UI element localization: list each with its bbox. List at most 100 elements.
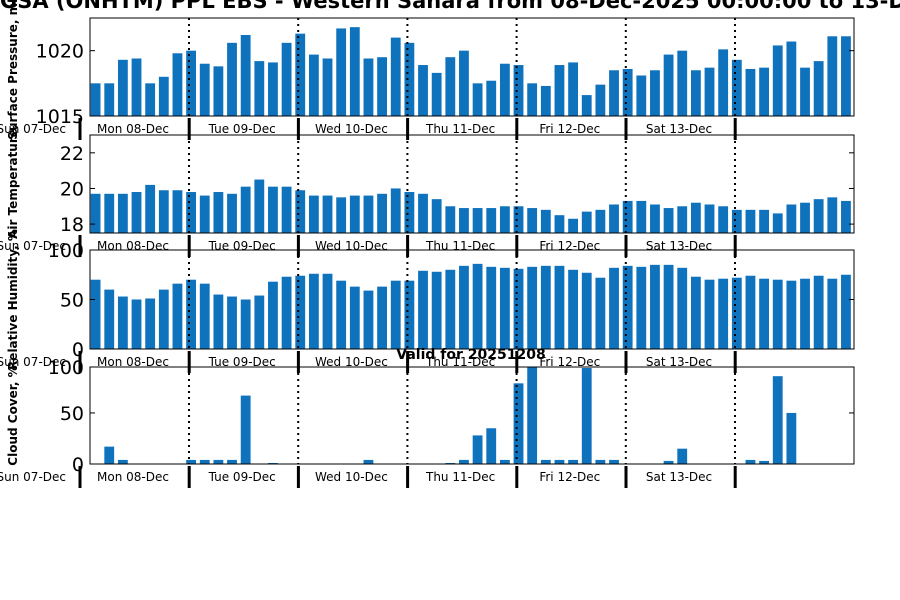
bar bbox=[690, 276, 701, 349]
x-tick-label: Mon 08-Dec bbox=[97, 122, 169, 136]
x-tick-label: Sun 07-Dec bbox=[0, 470, 66, 484]
bar bbox=[104, 446, 115, 464]
bar bbox=[609, 204, 619, 233]
bar bbox=[636, 266, 647, 349]
bar bbox=[131, 192, 142, 233]
bar bbox=[363, 195, 374, 233]
bar bbox=[499, 206, 510, 233]
bar bbox=[690, 202, 701, 233]
bar bbox=[745, 459, 756, 464]
bar bbox=[227, 42, 237, 116]
x-tick-label: Thu 11-Dec bbox=[425, 355, 495, 369]
bar bbox=[377, 57, 387, 116]
bar bbox=[404, 42, 415, 116]
bar bbox=[472, 435, 483, 464]
bar bbox=[540, 265, 551, 349]
bar bbox=[295, 275, 306, 349]
x-tick-label: Fri 12-Dec bbox=[539, 355, 600, 369]
bar bbox=[472, 263, 483, 349]
bar bbox=[690, 70, 701, 116]
bar bbox=[322, 195, 333, 233]
bar bbox=[199, 459, 210, 464]
bar bbox=[513, 268, 524, 349]
bar bbox=[254, 295, 265, 349]
bar bbox=[472, 83, 483, 116]
bar bbox=[677, 206, 688, 233]
bar bbox=[513, 65, 524, 116]
bar bbox=[295, 33, 306, 116]
x-tick-label: Wed 10-Dec bbox=[315, 470, 388, 484]
bar bbox=[827, 197, 838, 233]
bar bbox=[90, 193, 101, 233]
bar bbox=[650, 204, 660, 233]
bar bbox=[418, 65, 428, 116]
bar bbox=[158, 76, 169, 116]
bar bbox=[554, 265, 565, 349]
x-tick-label: Fri 12-Dec bbox=[539, 122, 600, 136]
bar bbox=[240, 395, 251, 464]
bar bbox=[499, 267, 510, 349]
bar bbox=[404, 192, 415, 233]
bar bbox=[745, 275, 756, 349]
bar bbox=[90, 83, 101, 116]
x-tick-label: Sat 13-Dec bbox=[646, 355, 712, 369]
bar bbox=[213, 459, 224, 464]
bar bbox=[295, 190, 306, 233]
y-tick-label: 1020 bbox=[36, 41, 84, 63]
y-tick-label: 50 bbox=[60, 403, 84, 425]
y-tick-label: 22 bbox=[60, 143, 84, 165]
bar bbox=[663, 208, 674, 233]
bar bbox=[445, 57, 456, 116]
bar bbox=[486, 266, 497, 349]
bar bbox=[786, 412, 797, 464]
bar bbox=[104, 289, 115, 349]
bar bbox=[349, 27, 360, 116]
bar bbox=[117, 59, 128, 116]
bar bbox=[772, 376, 783, 464]
bar bbox=[663, 460, 674, 464]
x-tick-label: Sat 13-Dec bbox=[646, 470, 712, 484]
bar bbox=[213, 192, 224, 233]
bar bbox=[663, 264, 674, 349]
bar bbox=[308, 54, 319, 116]
bar bbox=[199, 63, 210, 116]
bar bbox=[581, 272, 592, 349]
x-tick-label: Wed 10-Dec bbox=[315, 239, 388, 253]
bar bbox=[172, 190, 183, 233]
bar bbox=[377, 193, 387, 233]
bar bbox=[145, 298, 156, 349]
bar bbox=[418, 270, 428, 349]
bar bbox=[172, 283, 183, 349]
bar bbox=[540, 459, 551, 464]
bar bbox=[158, 289, 169, 349]
x-tick-label: Mon 08-Dec bbox=[97, 470, 169, 484]
bar bbox=[390, 280, 401, 349]
x-tick-label: Tue 09-Dec bbox=[208, 122, 276, 136]
bar bbox=[677, 50, 688, 116]
bar bbox=[308, 273, 319, 349]
bar bbox=[568, 218, 578, 233]
bar bbox=[731, 59, 742, 116]
bar bbox=[145, 83, 156, 116]
bar bbox=[813, 61, 824, 116]
bar bbox=[800, 278, 810, 349]
x-tick-label: Sat 13-Dec bbox=[646, 122, 712, 136]
bar bbox=[254, 179, 265, 233]
bar bbox=[568, 62, 578, 116]
bar bbox=[841, 36, 851, 116]
y-axis-label: Surface Pressure, mb bbox=[6, 0, 20, 140]
bar bbox=[622, 68, 633, 116]
bar bbox=[431, 271, 442, 349]
bar bbox=[322, 273, 333, 349]
bar bbox=[513, 206, 524, 233]
bar bbox=[731, 277, 742, 349]
bar bbox=[186, 279, 196, 349]
bar bbox=[404, 280, 415, 349]
x-tick-label: Tue 09-Dec bbox=[208, 470, 276, 484]
bar bbox=[213, 66, 224, 116]
bar bbox=[390, 188, 401, 233]
bar bbox=[745, 68, 756, 116]
bar bbox=[759, 67, 769, 116]
